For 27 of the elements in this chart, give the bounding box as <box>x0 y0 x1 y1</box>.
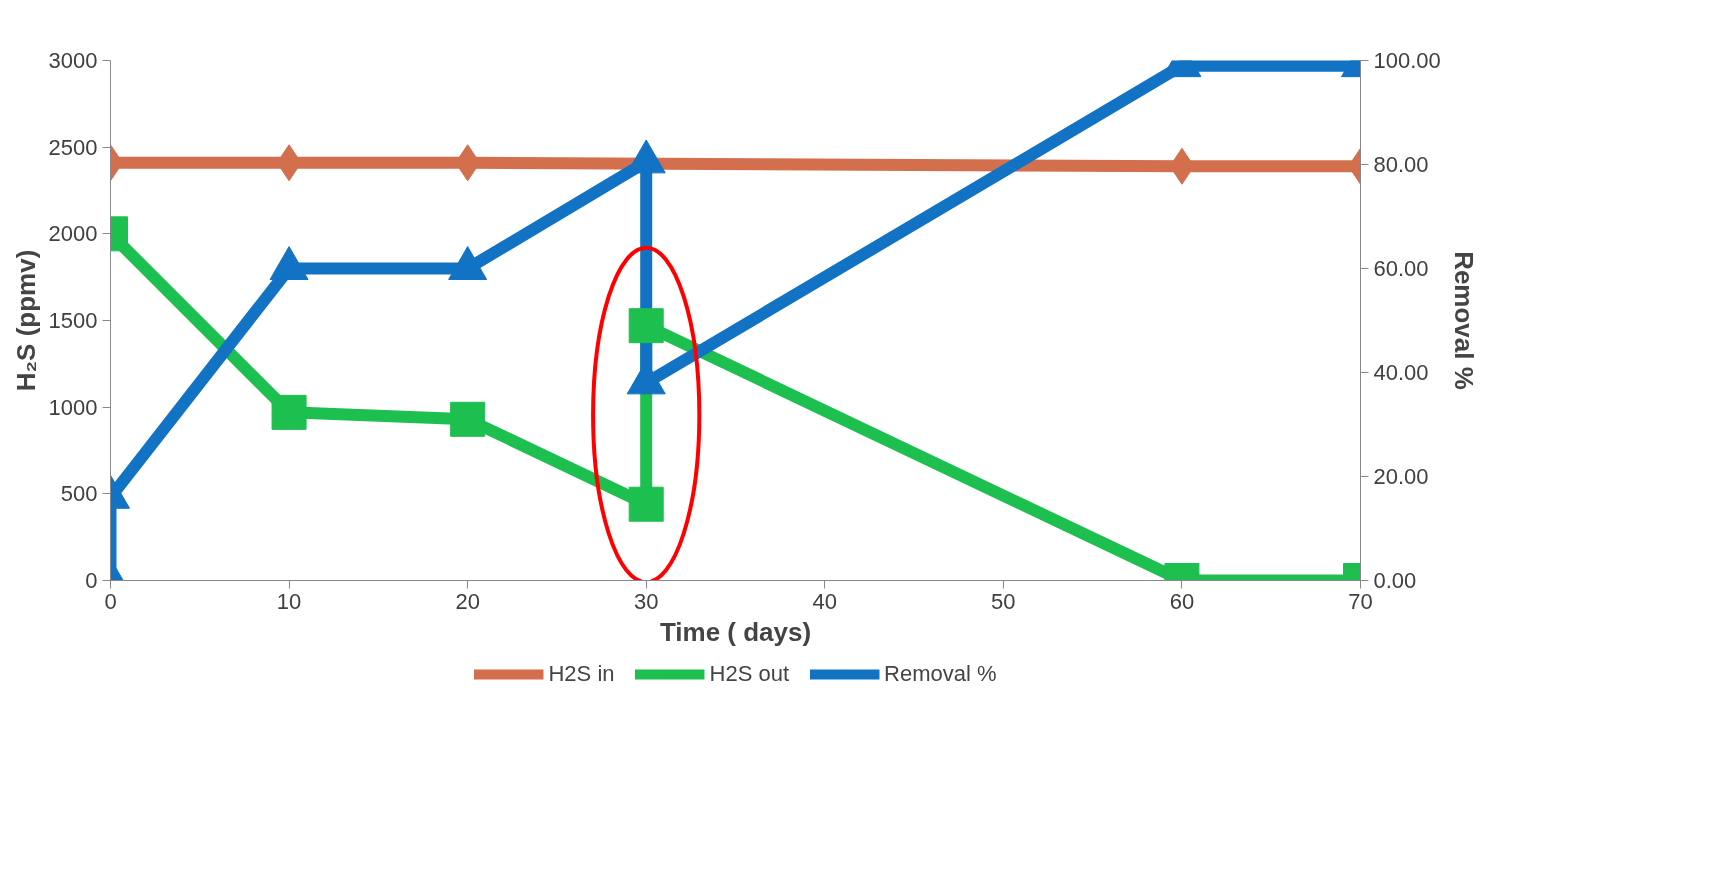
y-tick-label: 0 <box>85 568 98 593</box>
y2-tick-label: 100.00 <box>1373 48 1441 73</box>
y-tick-label: 1000 <box>48 394 98 420</box>
y2-tick-label: 80.00 <box>1373 152 1429 177</box>
y2-axis-title: Removal % <box>1448 251 1479 390</box>
y2-tick-label: 0.00 <box>1373 568 1417 593</box>
y-tick-label: 3000 <box>48 48 98 73</box>
y-tick-label: 2000 <box>48 221 98 247</box>
y-tick-label: 2500 <box>48 134 98 160</box>
x-tick-label: 50 <box>991 588 1016 614</box>
x-tick-label: 70 <box>1348 588 1373 614</box>
x-tick-label: 60 <box>1169 588 1195 614</box>
x-tick-label: 10 <box>276 588 302 614</box>
x-tick-label: 20 <box>455 588 480 614</box>
y-axis-title: H₂S (ppmv) <box>10 249 41 392</box>
y2-tick-label: 20.00 <box>1373 464 1429 489</box>
x-tick-label: 0 <box>104 588 117 614</box>
x-tick-label: 30 <box>633 588 659 614</box>
legend-label: H2S out <box>709 661 790 687</box>
legend-label: Removal % <box>884 661 997 687</box>
x-tick-label: 40 <box>812 588 838 614</box>
legend-label: H2S in <box>548 661 615 687</box>
x-axis-title: Time ( days) <box>659 616 812 647</box>
y-tick-label: 500 <box>60 481 98 507</box>
y2-tick-label: 40.00 <box>1373 360 1429 385</box>
y-tick-label: 1500 <box>48 308 98 333</box>
y2-tick-label: 60.00 <box>1373 256 1429 281</box>
